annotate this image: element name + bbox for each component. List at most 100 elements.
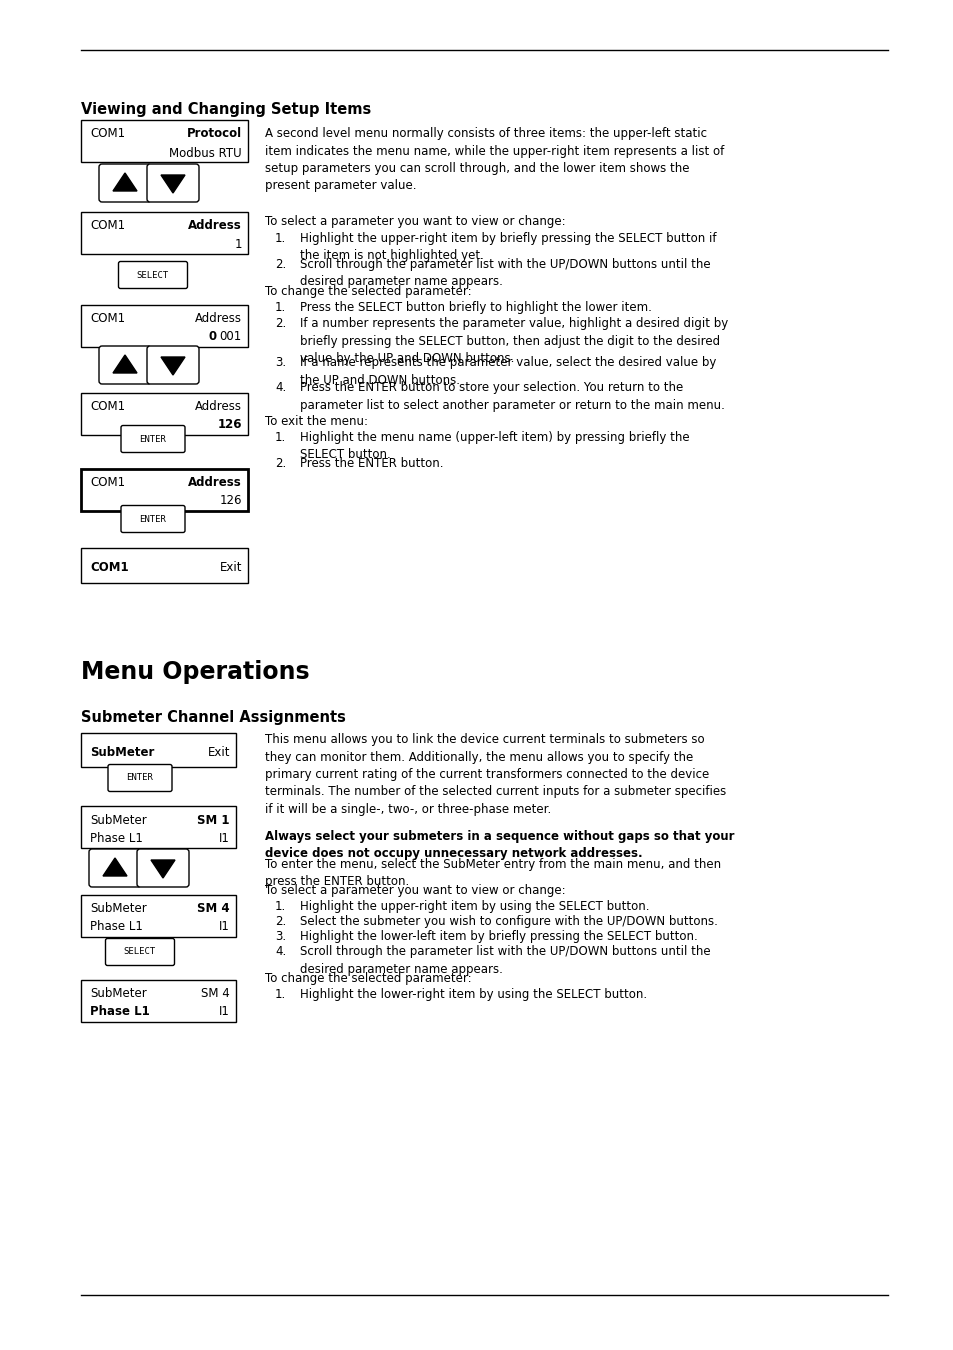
Polygon shape [112,173,137,190]
Polygon shape [112,355,137,373]
Text: ENTER: ENTER [139,435,166,444]
Text: SELECT: SELECT [124,948,156,957]
Text: 126: 126 [219,494,242,508]
Text: Scroll through the parameter list with the UP/DOWN buttons until the
desired par: Scroll through the parameter list with t… [299,945,710,976]
Bar [81,305,248,347]
Text: COM1: COM1 [90,477,125,489]
FancyBboxPatch shape [147,163,199,202]
Text: SELECT: SELECT [136,270,169,279]
Text: 4.: 4. [274,945,286,958]
Text: 1.: 1. [274,301,286,315]
Text: 0: 0 [209,329,216,343]
Text: Exit: Exit [219,562,242,574]
Text: SubMeter: SubMeter [90,987,147,1000]
Text: Highlight the menu name (upper-left item) by pressing briefly the
SELECT button.: Highlight the menu name (upper-left item… [299,431,689,462]
Bar [81,212,248,254]
Text: If a name represents the parameter value, select the desired value by
the UP and: If a name represents the parameter value… [299,356,716,386]
Text: Address: Address [188,219,242,232]
Text: Press the ENTER button to store your selection. You return to the
parameter list: Press the ENTER button to store your sel… [299,381,724,412]
Text: I1: I1 [219,832,230,845]
Text: Highlight the upper-right item by using the SELECT button.: Highlight the upper-right item by using … [299,900,649,913]
Polygon shape [161,176,185,193]
Text: This menu allows you to link the device current terminals to submeters so
they c: This menu allows you to link the device … [265,733,725,815]
Text: To change the selected parameter:: To change the selected parameter: [265,972,471,986]
Text: 2.: 2. [274,915,286,927]
Text: SM 4: SM 4 [197,902,230,915]
Text: SubMeter: SubMeter [90,814,147,828]
Text: To exit the menu:: To exit the menu: [265,414,368,428]
Text: 3.: 3. [274,356,286,369]
Text: Phase L1: Phase L1 [90,1004,150,1018]
Text: COM1: COM1 [90,400,125,413]
Text: I1: I1 [219,1004,230,1018]
Text: Viewing and Changing Setup Items: Viewing and Changing Setup Items [81,103,371,117]
Text: Highlight the lower-left item by briefly pressing the SELECT button.: Highlight the lower-left item by briefly… [299,930,697,944]
Text: 1.: 1. [274,900,286,913]
Text: A second level menu normally consists of three items: the upper-left static
item: A second level menu normally consists of… [265,127,723,193]
Text: Phase L1: Phase L1 [90,832,143,845]
Text: SubMeter: SubMeter [90,747,154,759]
Text: Address: Address [194,400,242,413]
FancyBboxPatch shape [108,764,172,791]
Bar [81,806,235,848]
Text: Address: Address [188,477,242,489]
Polygon shape [161,356,185,375]
Text: COM1: COM1 [90,562,129,574]
FancyBboxPatch shape [99,163,151,202]
Text: 126: 126 [217,418,242,431]
Text: 2.: 2. [274,317,286,329]
FancyBboxPatch shape [121,425,185,452]
Text: Address: Address [194,312,242,325]
Text: ENTER: ENTER [127,774,153,783]
FancyBboxPatch shape [137,849,189,887]
Text: Scroll through the parameter list with the UP/DOWN buttons until the
desired par: Scroll through the parameter list with t… [299,258,710,289]
Bar [81,980,235,1022]
Text: Exit: Exit [208,747,230,759]
Bar [81,895,235,937]
Text: Press the ENTER button.: Press the ENTER button. [299,458,443,470]
Text: To change the selected parameter:: To change the selected parameter: [265,285,471,298]
FancyBboxPatch shape [121,505,185,532]
Text: Menu Operations: Menu Operations [81,660,310,684]
Text: 4.: 4. [274,381,286,394]
Text: SM 4: SM 4 [201,987,230,1000]
Text: COM1: COM1 [90,127,125,140]
Text: 3.: 3. [274,930,286,944]
Text: SubMeter: SubMeter [90,902,147,915]
Bar [81,468,248,512]
Text: 2.: 2. [274,258,286,271]
Text: Select the submeter you wish to configure with the UP/DOWN buttons.: Select the submeter you wish to configur… [299,915,717,927]
Text: Modbus RTU: Modbus RTU [170,147,242,161]
Polygon shape [103,859,127,876]
Text: To enter the menu, select the SubMeter entry from the main menu, and then
press : To enter the menu, select the SubMeter e… [265,859,720,888]
Text: 1.: 1. [274,232,286,244]
Text: I1: I1 [219,919,230,933]
Text: Highlight the upper-right item by briefly pressing the SELECT button if
the item: Highlight the upper-right item by briefl… [299,232,716,262]
Text: COM1: COM1 [90,219,125,232]
Bar [81,548,248,583]
Text: 1: 1 [234,238,242,251]
Text: Submeter Channel Assignments: Submeter Channel Assignments [81,710,346,725]
FancyBboxPatch shape [106,938,174,965]
Text: 2.: 2. [274,458,286,470]
FancyBboxPatch shape [147,346,199,383]
Text: 001: 001 [219,329,242,343]
Text: COM1: COM1 [90,312,125,325]
Text: If a number represents the parameter value, highlight a desired digit by
briefly: If a number represents the parameter val… [299,317,727,365]
Bar [81,393,248,435]
Polygon shape [151,860,174,878]
Text: Protocol: Protocol [187,127,242,140]
Text: Highlight the lower-right item by using the SELECT button.: Highlight the lower-right item by using … [299,988,646,1000]
Text: Phase L1: Phase L1 [90,919,143,933]
FancyBboxPatch shape [89,849,141,887]
Text: ENTER: ENTER [139,514,166,524]
Bar [81,733,235,767]
Text: Press the SELECT button briefly to highlight the lower item.: Press the SELECT button briefly to highl… [299,301,651,315]
FancyBboxPatch shape [99,346,151,383]
Text: SM 1: SM 1 [197,814,230,828]
Text: Always select your submeters in a sequence without gaps so that your
device does: Always select your submeters in a sequen… [265,830,734,860]
Text: To select a parameter you want to view or change:: To select a parameter you want to view o… [265,884,565,896]
Text: 1.: 1. [274,431,286,444]
Bar [81,120,248,162]
Text: 1.: 1. [274,988,286,1000]
